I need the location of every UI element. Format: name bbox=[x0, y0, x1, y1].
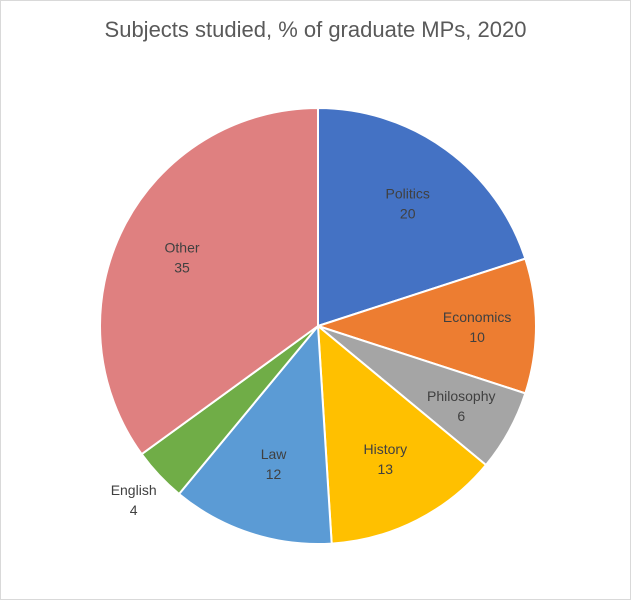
data-label-philosophy: Philosophy 6 bbox=[427, 388, 496, 424]
data-label-politics: Politics 20 bbox=[386, 186, 430, 222]
pie-data-labels: Politics 20 Economics 10 Philosophy 6 History 1… bbox=[111, 186, 512, 519]
pie-slice-economics bbox=[314, 257, 537, 395]
data-label-other: Other 35 bbox=[165, 240, 200, 276]
data-label-law: Law 12 bbox=[261, 446, 288, 482]
pie-slices bbox=[99, 106, 537, 545]
chart-title: Subjects studied, % of graduate MPs, 202… bbox=[104, 17, 527, 42]
pie-slice-law bbox=[177, 323, 333, 545]
pie-slice-politics bbox=[317, 106, 527, 328]
pie-slice-other bbox=[99, 106, 319, 456]
data-label-economics: Economics 10 bbox=[443, 309, 511, 345]
pie-slice-history bbox=[316, 323, 488, 545]
data-label-history: History 13 bbox=[364, 441, 408, 477]
data-label-english: English 4 bbox=[111, 482, 157, 518]
